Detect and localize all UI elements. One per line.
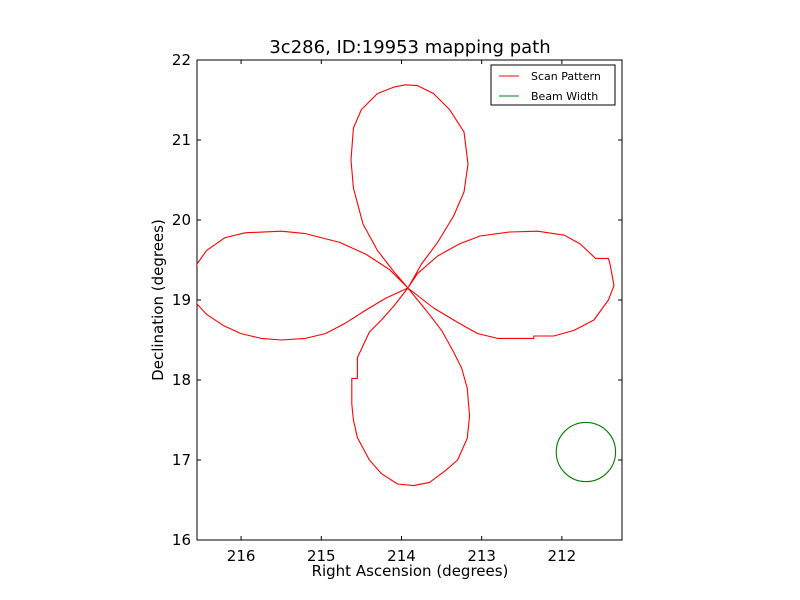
legend: Scan Pattern Beam Width	[490, 64, 616, 106]
plot-area: 216 215 214 213 212 16 17 18 19 20 21 22	[172, 51, 623, 565]
y-axis: 16 17 18 19 20 21 22	[172, 51, 622, 549]
y-tick-label: 22	[172, 51, 191, 69]
x-tick-label: 213	[467, 547, 496, 565]
y-axis-label: Declination (degrees)	[149, 219, 167, 381]
x-tick-label: 216	[227, 547, 256, 565]
plot-frame	[196, 59, 623, 541]
legend-box	[490, 64, 616, 106]
y-tick-label: 16	[172, 531, 191, 549]
legend-label-beam-width: Beam Width	[531, 90, 598, 103]
y-tick-label: 18	[172, 371, 191, 389]
x-axis-label: Right Ascension (degrees)	[312, 562, 509, 580]
series-layer	[197, 84, 617, 487]
x-tick-label: 215	[307, 547, 336, 565]
y-tick-label: 19	[172, 291, 191, 309]
y-tick-label: 20	[172, 211, 191, 229]
legend-label-scan-pattern: Scan Pattern	[531, 70, 601, 83]
x-tick-label: 214	[387, 547, 416, 565]
x-axis: 216 215 214 213 212	[227, 60, 576, 565]
chart-title: 3c286, ID:19953 mapping path	[269, 37, 550, 58]
y-tick-label: 17	[172, 451, 191, 469]
beam-width-circle	[555, 421, 617, 483]
y-tick-label: 21	[172, 131, 191, 149]
x-tick-label: 212	[548, 547, 577, 565]
scan-pattern-line	[197, 84, 615, 487]
